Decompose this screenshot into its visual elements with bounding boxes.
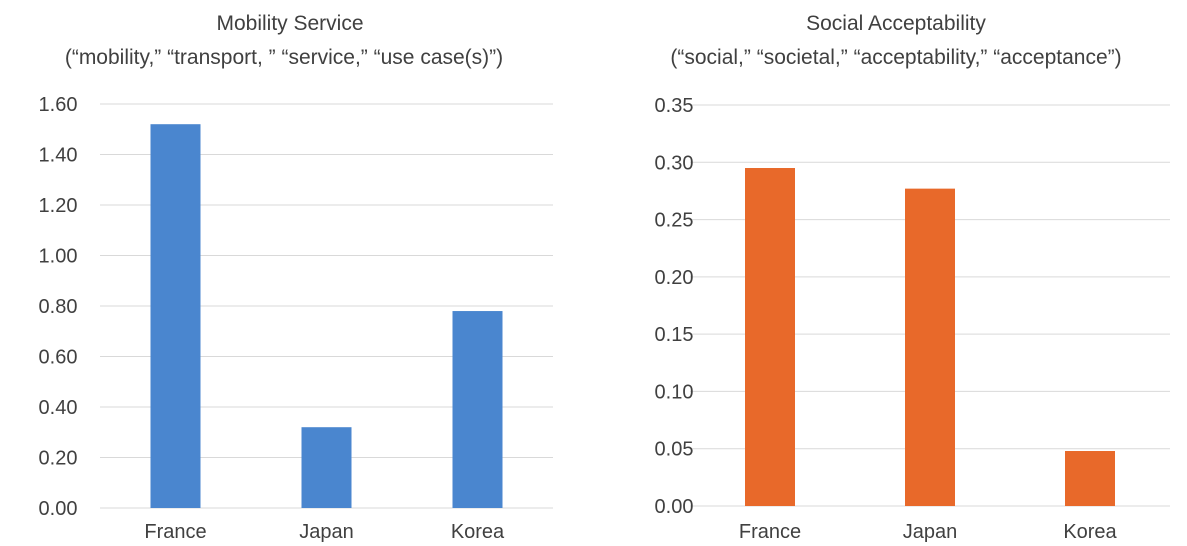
- y-tick-label: 0.60: [39, 347, 78, 369]
- y-tick-label: 0.05: [655, 439, 694, 461]
- chart-subtitle: (“social,” “societal,” “acceptability,” …: [670, 46, 1121, 69]
- chart-title: Social Acceptability: [806, 12, 986, 35]
- y-tick-label: 0.10: [655, 381, 694, 403]
- chart-title: Mobility Service: [216, 12, 363, 35]
- bar-japan: [301, 427, 352, 508]
- x-tick-label: France: [144, 521, 206, 543]
- y-tick-label: 1.20: [39, 195, 78, 217]
- y-tick-label: 1.00: [39, 246, 78, 268]
- y-tick-label: 0.00: [655, 496, 694, 518]
- y-tick-label: 0.20: [39, 448, 78, 470]
- y-tick-label: 0.35: [655, 95, 694, 117]
- bar-korea: [1065, 451, 1115, 506]
- y-tick-label: 0.25: [655, 210, 694, 232]
- bar-france: [150, 124, 201, 508]
- x-tick-label: France: [739, 521, 801, 543]
- y-tick-label: 0.30: [655, 152, 694, 174]
- chart-mobility-service: Mobility Service (“mobility,” “transport…: [39, 12, 553, 543]
- y-tick-label: 0.40: [39, 397, 78, 419]
- chart-subtitle: (“mobility,” “transport, ” “service,” “u…: [65, 46, 503, 69]
- y-tick-label: 0.80: [39, 296, 78, 318]
- y-tick-label: 1.60: [39, 94, 78, 116]
- x-tick-label: Korea: [1063, 521, 1117, 543]
- y-tick-label: 1.40: [39, 145, 78, 167]
- bar-japan: [905, 188, 955, 506]
- y-tick-label: 0.00: [39, 498, 78, 520]
- y-tick-label: 0.20: [655, 267, 694, 289]
- x-tick-label: Japan: [299, 521, 354, 543]
- x-tick-label: Japan: [903, 521, 958, 543]
- bar-france: [745, 168, 795, 506]
- bar-korea: [452, 311, 503, 508]
- x-tick-label: Korea: [451, 521, 505, 543]
- chart-social-acceptability: Social Acceptability (“social,” “societa…: [655, 12, 1170, 543]
- y-tick-label: 0.15: [655, 324, 694, 346]
